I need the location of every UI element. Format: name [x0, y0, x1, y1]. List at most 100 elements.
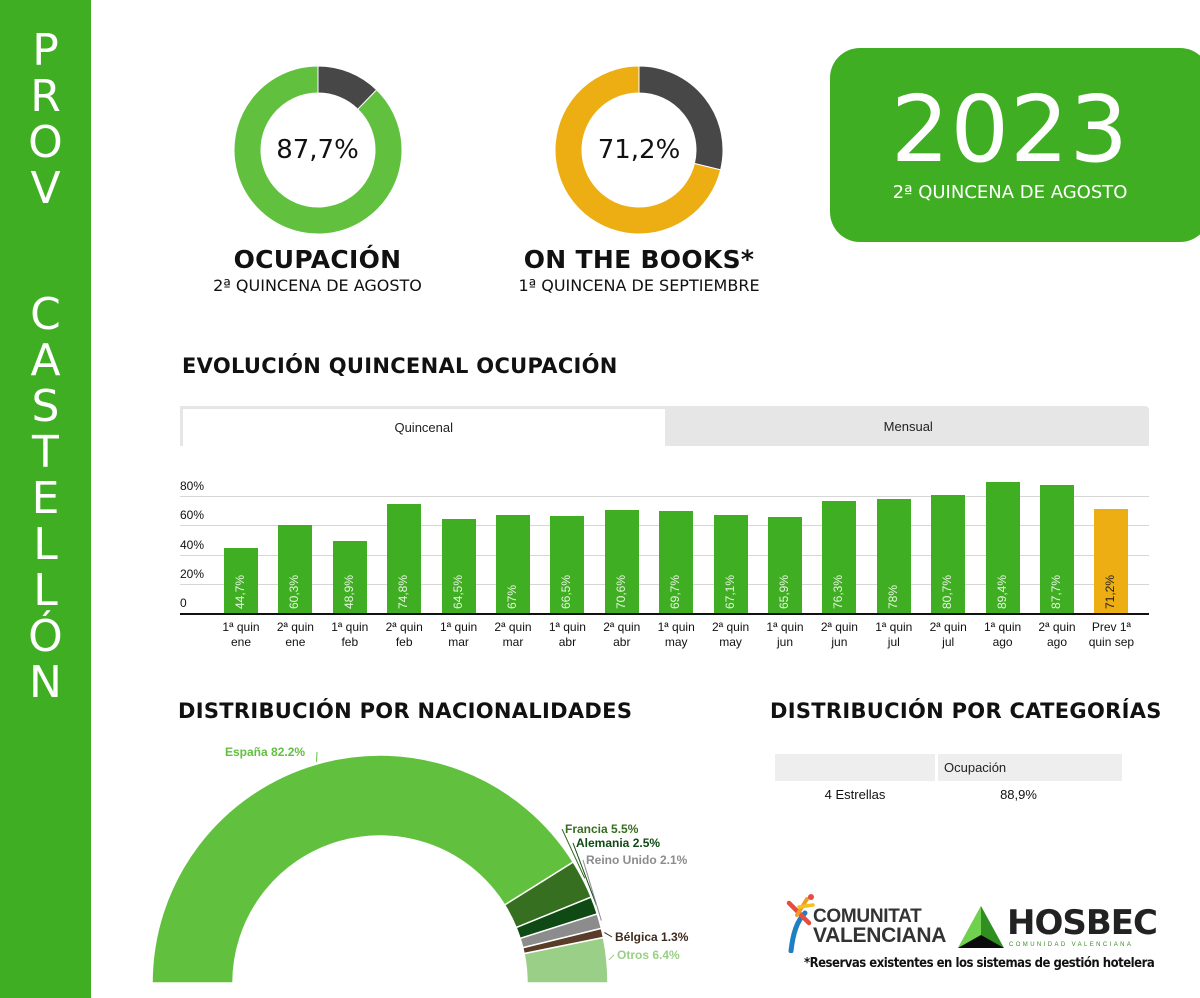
on-the-books-value: 71,2% [597, 135, 681, 165]
bar[interactable]: 87,7% [1040, 484, 1074, 613]
cell-category: 4 Estrellas [824, 787, 886, 802]
bar[interactable]: 65,9% [768, 516, 802, 613]
bar[interactable]: 76,3% [822, 501, 857, 613]
sidebar-letter: L [33, 519, 58, 570]
bar[interactable]: 71,2% [1094, 508, 1129, 613]
leader-line [604, 932, 613, 938]
x-category-label: 1ª quin mar [440, 620, 478, 649]
bar[interactable]: 80,7% [931, 494, 966, 613]
tab-mensual[interactable]: Mensual [883, 418, 933, 434]
year-subtitle: 2ª QUINCENA DE AGOSTO [892, 182, 1128, 203]
evolution-title: EVOLUCIÓN QUINCENAL OCUPACIÓN [182, 354, 618, 378]
x-category-label: 2ª quin jul [929, 620, 967, 649]
categories-table: Ocupación 4 Estrellas 88,9% [775, 754, 1122, 808]
y-tick-label: 60% [180, 508, 205, 523]
sidebar-letter: L [33, 565, 58, 616]
sidebar-letter: T [32, 427, 59, 478]
sidebar-letter: V [30, 163, 61, 214]
y-tick-label: 0 [180, 596, 187, 610]
bar[interactable]: 48,9% [332, 541, 367, 613]
comunitat-valenciana-logo: COMUNITAT VALENCIANA [783, 893, 946, 953]
bar[interactable]: 44,7% [224, 547, 258, 613]
nationality-label: Reino Unido 2.1% [586, 853, 688, 867]
bar[interactable]: 60,3% [278, 524, 313, 613]
x-category-label: 2ª quin ago [1038, 620, 1076, 649]
nationalities-half-donut: España 82.2% Francia 5.5% Alemania 2.5% Rei… [140, 740, 740, 998]
x-category-label: 1ª quin jul [875, 620, 913, 649]
y-tick-label: 80% [180, 479, 205, 493]
sidebar-letter: N [29, 657, 62, 708]
ocupacion-value: 87,7% [276, 135, 359, 165]
bar[interactable]: 70,6% [604, 509, 639, 613]
nationality-label: Bélgica 1.3% [615, 930, 689, 944]
bar-value-label: 80,7% [940, 574, 955, 609]
bar[interactable]: 64,5% [441, 518, 476, 613]
nationality-label: Alemania 2.5% [576, 836, 660, 850]
x-category-label: 2ª quin abr [603, 620, 641, 649]
header-cell-ocupacion: Ocupación [938, 754, 1122, 781]
gridline [180, 496, 1149, 497]
bar-value-label: 60,3% [287, 574, 302, 609]
x-axis-line [180, 613, 1149, 615]
bar-value-label: 78% [885, 584, 900, 609]
kpi-ocupacion: 87,7% OCUPACIÓN 2ª QUINCENA DE AGOSTO [190, 65, 445, 295]
bar[interactable]: 69,7% [659, 511, 694, 613]
x-category-label: 2ª quin jun [820, 620, 858, 649]
x-category-label: 1ª quin ene [222, 620, 260, 649]
sidebar-letter: P [32, 25, 59, 76]
bar-value-label: 89,4% [994, 574, 1009, 609]
bar-value-label: 48,9% [341, 574, 356, 609]
hosbec-subtitle: COMUNIDAD VALENCIANA [1009, 942, 1134, 948]
bar-value-label: 64,5% [450, 574, 465, 609]
sidebar-letter: C [30, 289, 61, 340]
bar[interactable]: 78% [876, 498, 911, 613]
bar[interactable]: 66,5% [550, 515, 585, 613]
sidebar-letter: O [28, 117, 63, 168]
y-tick-label: 20% [180, 566, 205, 581]
bar-value-label: 67% [505, 584, 519, 609]
x-category-label: 2ª quin mar [494, 620, 532, 649]
period-tabs: Quincenal Mensual [180, 406, 1149, 446]
on-the-books-subtitle: 1ª QUINCENA DE SEPTIEMBRE [518, 276, 760, 295]
nationality-slice[interactable] [151, 754, 575, 984]
on-the-books-title: ON THE BOOKS* [523, 245, 755, 274]
year-number: 2023 [890, 76, 1130, 183]
x-category-label: 1ª quin jun [766, 620, 804, 649]
sidebar-letter: S [31, 381, 60, 432]
leader-line [608, 954, 615, 961]
x-category-label: 1ª quin may [657, 620, 695, 649]
nationalities-title: DISTRIBUCIÓN POR NACIONALIDADES [178, 699, 633, 723]
x-category-label: 1ª quin abr [548, 620, 586, 649]
cv-line1: COMUNITAT [813, 906, 922, 927]
bar-value-label: 44,7% [233, 574, 247, 609]
donut-value-slice [554, 65, 722, 235]
tab-quincenal[interactable]: Quincenal [180, 406, 668, 446]
ocupacion-title: OCUPACIÓN [233, 245, 402, 274]
bar[interactable]: 67,1% [713, 514, 748, 613]
ocupacion-subtitle: 2ª QUINCENA DE AGOSTO [213, 276, 422, 295]
nationality-label: España 82.2% [225, 745, 305, 759]
cv-emblem-icon [786, 894, 815, 953]
kpi-on-the-books: 71,2% ON THE BOOKS* 1ª QUINCENA DE SEPTI… [510, 65, 768, 295]
sidebar-letter: A [30, 335, 61, 386]
x-category-label: Prev 1ª quin sep [1088, 620, 1135, 649]
footnote: *Reservas existentes en los sistemas de … [804, 956, 1155, 971]
x-category-label: 2ª quin ene [276, 620, 314, 649]
header-cell-category [775, 754, 935, 781]
nationality-label: Francia 5.5% [565, 822, 639, 836]
bar-value-label: 70,6% [613, 574, 628, 609]
leader-line [582, 859, 602, 921]
x-category-label: 2ª quin feb [385, 620, 423, 649]
cell-ocupacion: 88,9% [1000, 787, 1037, 802]
nationality-slice[interactable] [523, 936, 609, 984]
bar[interactable]: 74,8% [387, 503, 422, 613]
y-tick-label: 40% [180, 537, 205, 552]
leader-line [561, 828, 586, 879]
bar[interactable]: 89,4% [985, 482, 1020, 613]
bar[interactable]: 67% [496, 515, 530, 613]
on-the-books-donut: 71,2% [554, 65, 724, 235]
hosbec-triangle-icon [958, 906, 1004, 948]
bar-value-label: 74,8% [396, 574, 411, 609]
ocupacion-donut: 87,7% [233, 65, 403, 235]
